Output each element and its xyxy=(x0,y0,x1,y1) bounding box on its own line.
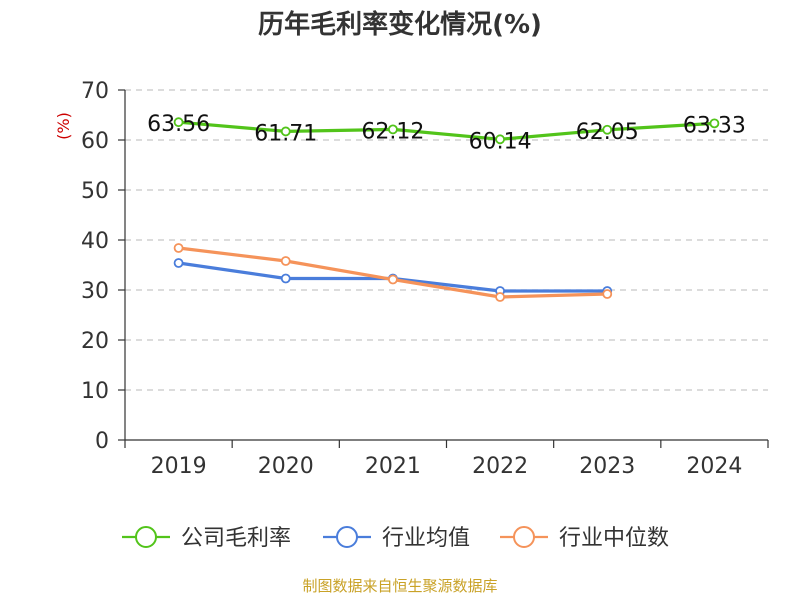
x-tick-label: 2020 xyxy=(258,454,314,479)
data-point xyxy=(388,124,398,135)
data-point xyxy=(388,274,398,285)
data-point xyxy=(173,117,184,128)
x-tick-label: 2021 xyxy=(365,454,421,479)
y-tick-label: 60 xyxy=(81,129,109,154)
y-tick-labels: 0 10 20 30 40 50 60 70 xyxy=(81,79,109,454)
series-lines xyxy=(173,117,720,302)
legend-marker xyxy=(513,526,535,548)
data-label: 62.12 xyxy=(361,119,424,144)
legend: 公司毛利率 行业均值 行业中位数 xyxy=(122,526,669,551)
y-tick-label: 20 xyxy=(81,329,109,354)
axes xyxy=(118,89,769,448)
data-point xyxy=(280,273,291,284)
x-tick-label: 2024 xyxy=(686,454,742,479)
source-note: 制图数据来自恒生聚源数据库 xyxy=(302,577,497,595)
data-point xyxy=(173,258,184,268)
x-tick-labels: 2019 2020 2021 2022 2023 2024 xyxy=(151,454,743,479)
chart-title: 历年毛利率变化情况(%) xyxy=(258,9,542,40)
data-point xyxy=(602,124,613,135)
data-label: 60.14 xyxy=(469,129,532,154)
data-label: 63.56 xyxy=(147,112,210,137)
y-tick-label: 70 xyxy=(81,79,109,104)
x-tick-label: 2019 xyxy=(151,454,207,479)
x-tick-label: 2023 xyxy=(579,454,635,479)
x-tick-label: 2022 xyxy=(472,454,528,479)
legend-label: 公司毛利率 xyxy=(181,526,291,551)
data-labels: 63.56 61.71 62.12 60.14 62.05 63.33 xyxy=(147,112,746,154)
y-tick-label: 30 xyxy=(81,279,109,304)
y-tick-label: 50 xyxy=(81,179,109,204)
legend-label: 行业均值 xyxy=(382,526,470,551)
data-point xyxy=(495,292,505,302)
data-point xyxy=(280,256,291,266)
gridlines xyxy=(125,89,768,391)
legend-marker xyxy=(135,526,157,548)
data-label: 61.71 xyxy=(254,121,317,146)
y-tick-label: 40 xyxy=(81,229,109,254)
y-axis-label: (%) xyxy=(54,112,73,140)
legend-label: 行业中位数 xyxy=(559,526,669,551)
data-point xyxy=(495,134,505,145)
data-point xyxy=(602,289,613,299)
data-point xyxy=(280,126,291,137)
data-label: 62.05 xyxy=(576,120,639,145)
data-label: 63.33 xyxy=(683,113,746,138)
data-point xyxy=(709,118,720,129)
series-line-0 xyxy=(177,120,716,141)
y-tick-label: 0 xyxy=(95,429,109,454)
data-point xyxy=(173,243,184,253)
y-tick-label: 10 xyxy=(81,379,109,404)
legend-marker xyxy=(336,526,358,548)
